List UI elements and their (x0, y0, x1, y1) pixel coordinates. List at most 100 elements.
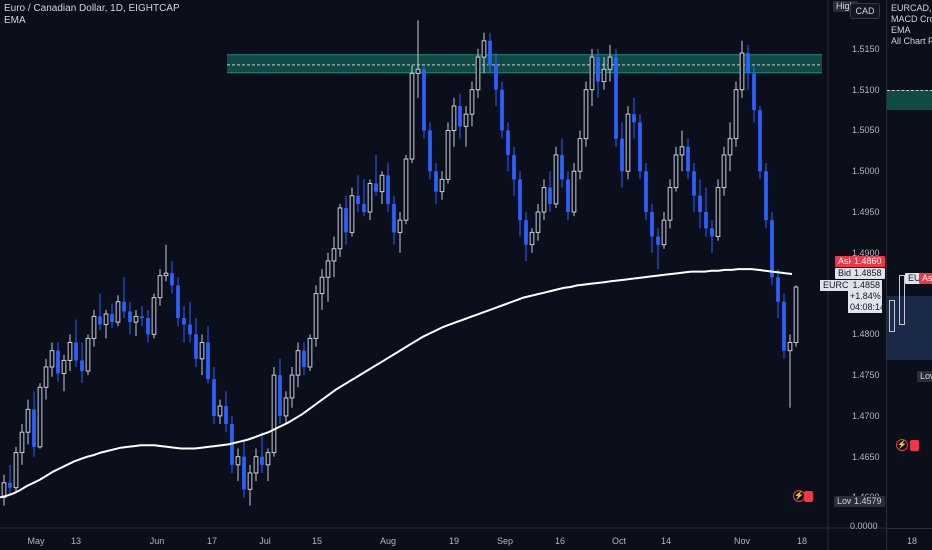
candle-bear (752, 73, 756, 111)
candle-bull (661, 219, 667, 246)
right-panel-time-tick: 18 (907, 536, 918, 546)
candle-bear (428, 130, 432, 172)
candle-bear (524, 220, 528, 245)
price-change-percent: +1.84% (850, 291, 881, 301)
candle-bear (692, 171, 696, 196)
candle-bull (265, 452, 271, 466)
candle-bear (686, 146, 690, 172)
price-tick-label: 1.5000 (852, 166, 880, 177)
time-tick-label: May (27, 536, 45, 546)
time-tick-label: Oct (611, 536, 627, 546)
candle-bear (596, 57, 600, 82)
candle-bull (541, 187, 547, 213)
candle-bear (74, 342, 78, 361)
candle-bear (764, 171, 768, 221)
candle-bear (620, 138, 624, 172)
ema-legend: EMA (4, 15, 26, 26)
ema-line (0, 268, 793, 499)
time-tick-label: Sep (496, 536, 514, 546)
price-tick-label: 1.4800 (852, 329, 880, 340)
candle-bear (344, 207, 348, 233)
candle-bear (518, 179, 522, 221)
candle-bull (451, 105, 457, 131)
candle-bull (667, 187, 673, 221)
price-tick-label: 1.4650 (852, 451, 880, 462)
candle-bull (553, 154, 559, 205)
right-panel-candle-2 (899, 275, 905, 325)
right-mini-panel[interactable]: EURCAD, 1 MACD Crossov EMA All Chart Pat… (886, 0, 932, 550)
candle-bull (325, 260, 331, 278)
candle-bull (409, 72, 415, 160)
candle-bear (566, 179, 570, 213)
right-panel-marker-icon[interactable] (910, 440, 919, 451)
candle-bull (439, 178, 445, 193)
candle-bull (19, 431, 25, 454)
candle-bull (85, 337, 91, 372)
candle-bull (625, 113, 631, 172)
candle-bull (739, 52, 745, 91)
candle-bear (776, 277, 780, 302)
right-panel-eu-badge: EU (905, 273, 924, 284)
candle-bear (80, 360, 84, 372)
candle-bear (8, 482, 12, 488)
price-tick-label: 1.4700 (852, 410, 880, 421)
volume-zero-label: 0.0000 (850, 521, 878, 531)
candle-bull (403, 158, 409, 221)
time-tick-label: 16 (554, 536, 566, 546)
candle-bear (56, 350, 60, 374)
candle-bear (146, 318, 150, 335)
candle-bull (349, 195, 355, 233)
candle-bull (733, 89, 739, 140)
candle-bear (188, 324, 192, 335)
candle-bear (170, 273, 174, 286)
right-panel-line-1: EURCAD, 1 (891, 3, 932, 13)
candle-bear (32, 409, 36, 447)
candle-bull (295, 350, 301, 376)
candle-bear (110, 313, 114, 323)
candle-bear (260, 456, 264, 465)
candle-bear (500, 89, 504, 131)
candle-bear (458, 106, 462, 127)
candle-bull (289, 374, 295, 399)
candle-bull (469, 89, 475, 115)
candle-bear (356, 195, 360, 204)
candle-bull (721, 154, 727, 189)
symbol-legend-title: Euro / Canadian Dollar, 1D, EIGHTCAP (4, 3, 180, 14)
candle-bull (481, 40, 487, 58)
candle-bull (133, 315, 139, 323)
right-panel-low-badge: Low (917, 371, 932, 382)
candle-bull (37, 386, 43, 448)
price-tick-label: 1.5050 (852, 125, 880, 136)
candle-bear (98, 316, 102, 325)
candle-bull (307, 337, 313, 368)
candle-bull (91, 315, 97, 339)
candle-bull (163, 272, 169, 277)
time-tick-label: Aug (379, 536, 397, 546)
marker-icon[interactable] (804, 491, 813, 502)
right-panel-candle (889, 300, 895, 332)
candle-bull (247, 472, 253, 490)
candle-bull (49, 350, 55, 368)
candle-bear (644, 171, 648, 213)
candle-bear (362, 203, 366, 213)
ask-price-badge: 1.4860 (851, 256, 885, 267)
right-panel-line-2: MACD Crossov (891, 14, 932, 24)
right-panel-alert-icon[interactable]: ⚡ (896, 439, 908, 451)
bar-countdown: 04:08:14 (850, 302, 886, 312)
candle-bear (782, 301, 786, 351)
price-tick-label: 1.4750 (852, 370, 880, 381)
candle-bull (67, 341, 73, 361)
ask-label-badge: Ask (835, 256, 857, 267)
candle-bull (445, 129, 451, 180)
candle-bear (710, 228, 714, 237)
resistance-zone (227, 54, 822, 73)
candle-bull (313, 293, 319, 339)
candle-bear (488, 40, 492, 66)
candle-bear (770, 220, 774, 278)
candle-bull (319, 276, 325, 295)
candle-bear (434, 171, 438, 192)
currency-button[interactable]: CAD (850, 3, 880, 19)
candle-bull (535, 211, 541, 233)
candle-bull (115, 301, 121, 323)
